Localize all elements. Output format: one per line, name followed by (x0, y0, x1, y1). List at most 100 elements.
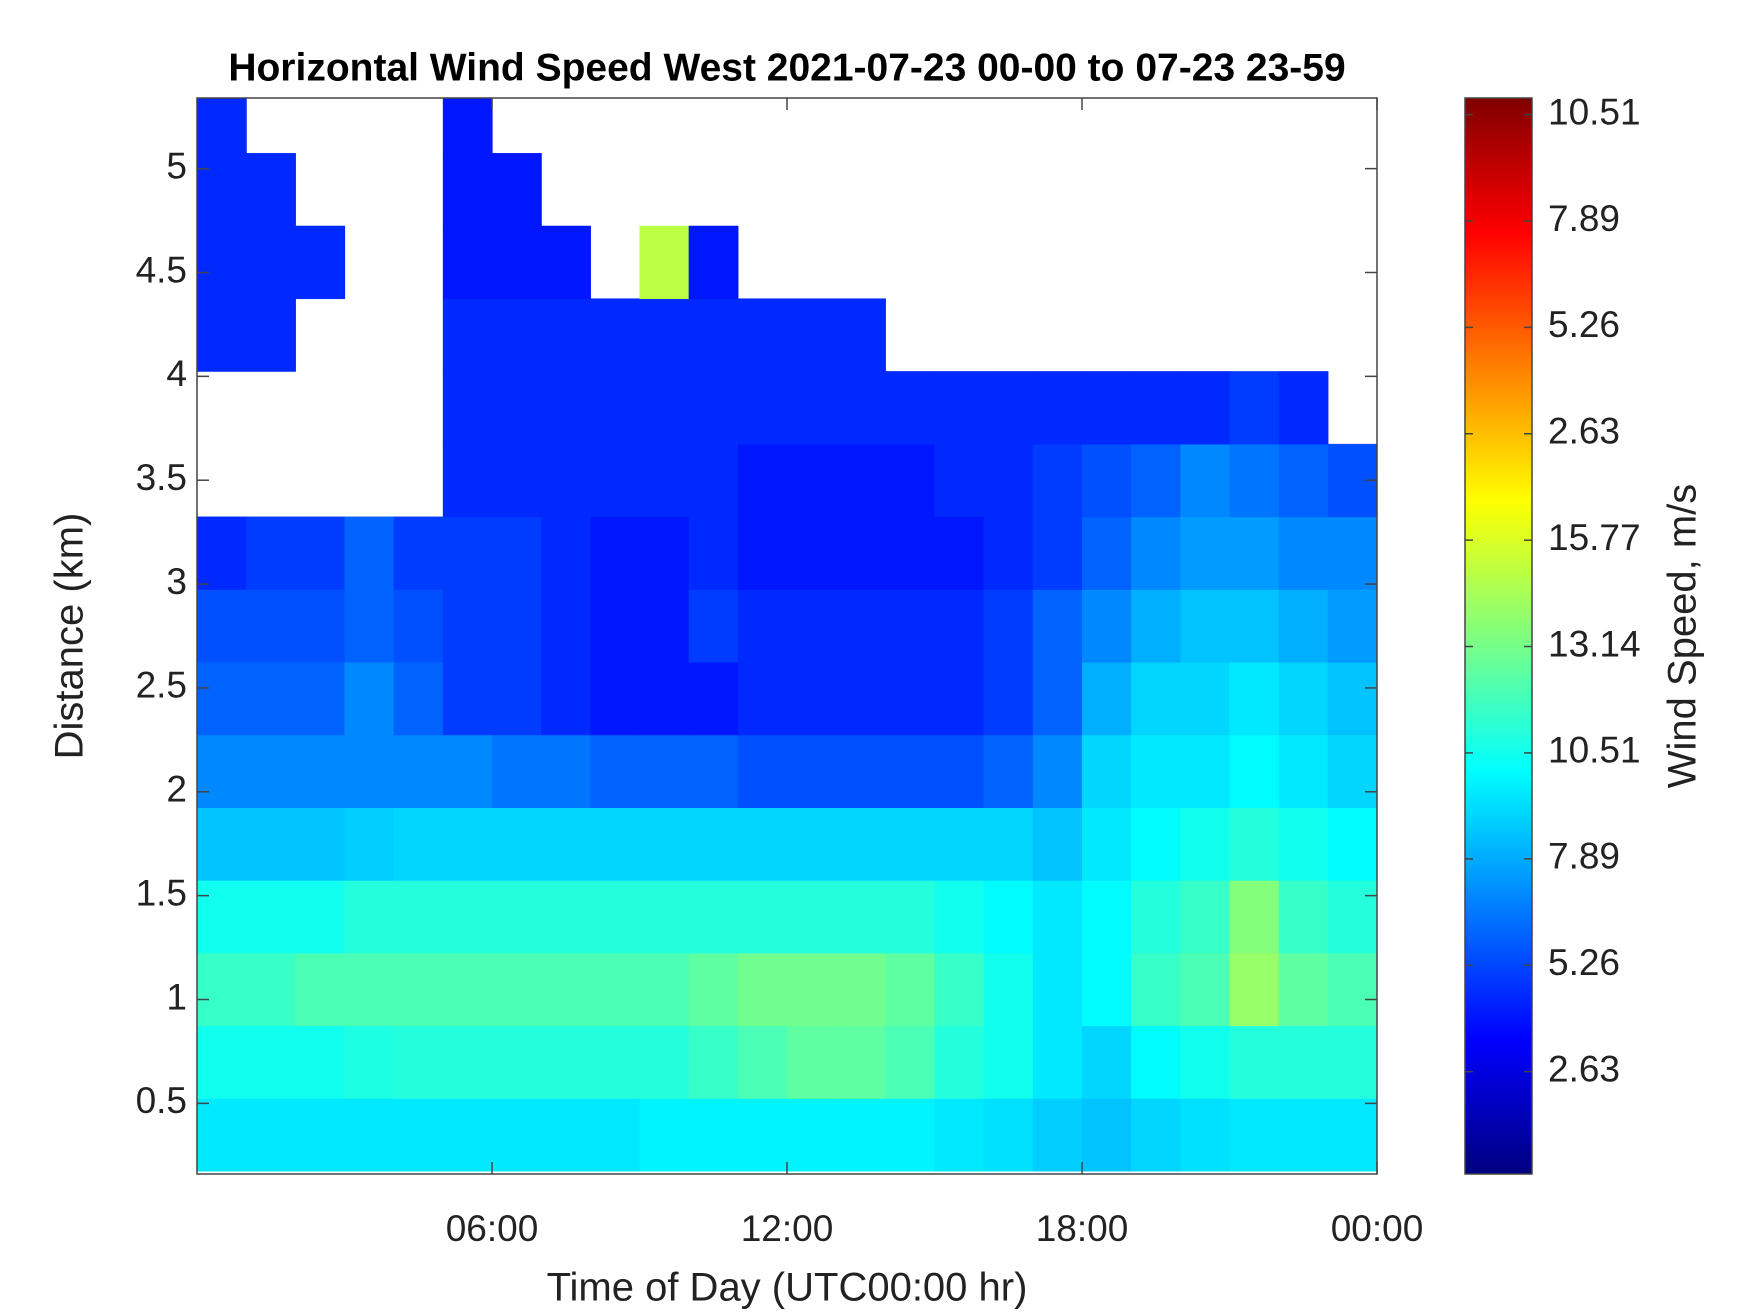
heat-cell (295, 589, 346, 663)
heat-cell (541, 225, 591, 300)
heat-cell (1278, 371, 1329, 445)
heat-cell (1180, 880, 1231, 954)
heat-cell (197, 516, 247, 590)
heat-cell (934, 371, 985, 445)
heat-cell (295, 225, 346, 300)
heat-cell (787, 298, 837, 372)
heat-cell (639, 807, 690, 881)
heat-cell (1327, 1098, 1377, 1172)
heat-cell (442, 661, 493, 736)
y-tick-label: 2.5 (136, 665, 187, 706)
heat-cell (885, 661, 936, 736)
heat-cell (934, 1098, 985, 1172)
heat-cell (787, 371, 837, 445)
heat-cell (197, 153, 247, 227)
heat-cell (1131, 516, 1181, 590)
heat-cell (246, 661, 296, 736)
colorbar-tick-label: 7.89 (1548, 836, 1620, 877)
heat-cell (737, 589, 788, 663)
y-tick-label: 4.5 (136, 249, 187, 290)
heat-cell (492, 589, 542, 663)
heat-cell (590, 734, 641, 808)
heat-cell (836, 734, 886, 808)
heat-cell (885, 807, 936, 881)
heat-cell (393, 734, 444, 808)
heat-cell (492, 225, 542, 300)
heat-cell (934, 443, 985, 518)
heat-cell (197, 734, 247, 808)
heat-cell (983, 516, 1034, 590)
heat-cell (885, 1025, 936, 1099)
heat-cell (688, 661, 739, 736)
heat-cell (246, 1098, 296, 1172)
heat-cell (1278, 443, 1329, 518)
heat-cell (590, 807, 641, 881)
heat-cell (737, 880, 788, 954)
heat-cell (737, 443, 788, 518)
y-axis-label: Distance (km) (48, 513, 92, 760)
heat-cell (639, 516, 690, 590)
y-tick-label: 3 (166, 561, 187, 602)
heat-cell (541, 807, 591, 881)
heat-cell (1180, 371, 1231, 445)
heat-cell (639, 443, 690, 518)
heat-cell (1131, 952, 1181, 1027)
heat-cell (442, 153, 493, 227)
heat-cell (541, 661, 591, 736)
heat-cell (1131, 1025, 1181, 1099)
heat-cell (787, 589, 837, 663)
heat-cell (934, 807, 985, 881)
heat-cell (787, 1025, 837, 1099)
heat-cell (688, 952, 739, 1027)
heat-cell (1082, 589, 1132, 663)
y-tick-label: 1.5 (136, 872, 187, 913)
heat-cell (295, 952, 346, 1027)
heat-cell (492, 153, 542, 227)
heat-cell (983, 952, 1034, 1027)
heat-cell (1131, 371, 1181, 445)
heat-cell (1180, 516, 1231, 590)
heat-cell (688, 1098, 739, 1172)
heat-cell (787, 661, 837, 736)
heat-cell (246, 298, 296, 372)
heat-cell (688, 589, 739, 663)
heat-cell (344, 661, 395, 736)
heat-cell (1131, 880, 1181, 954)
heat-cell (1082, 1098, 1132, 1172)
heat-cell (885, 1098, 936, 1172)
heat-cell (1082, 1025, 1132, 1099)
y-tick-label: 1 (166, 976, 187, 1017)
y-tick-label: 5 (166, 145, 187, 186)
heat-cell (639, 589, 690, 663)
heat-cell (1032, 952, 1083, 1027)
heat-cell (197, 661, 247, 736)
heat-cell (442, 807, 493, 881)
heat-cell (1180, 443, 1231, 518)
heat-cell (393, 1098, 444, 1172)
heat-cell (934, 880, 985, 954)
heat-cell (688, 1025, 739, 1099)
heat-cell (1229, 807, 1280, 881)
heat-cell (442, 371, 493, 445)
heat-cell (492, 807, 542, 881)
heat-cell (295, 880, 346, 954)
heat-cell (197, 298, 247, 372)
heat-cell (934, 952, 985, 1027)
heat-cell (639, 298, 690, 372)
heat-cell (983, 807, 1034, 881)
heat-cell (1327, 734, 1377, 808)
heat-cell (295, 807, 346, 881)
heat-cell (197, 807, 247, 881)
heat-cell (246, 225, 296, 300)
heat-cell (1229, 516, 1280, 590)
heat-cell (1082, 952, 1132, 1027)
colorbar-tick-label: 7.89 (1548, 198, 1620, 239)
colorbar-tick-label: 5.26 (1548, 304, 1620, 345)
heat-cell (1032, 443, 1083, 518)
heat-cell (1327, 589, 1377, 663)
heat-cell (246, 1025, 296, 1099)
heat-cell (1278, 661, 1329, 736)
heat-cell (885, 443, 936, 518)
heat-cell (836, 589, 886, 663)
